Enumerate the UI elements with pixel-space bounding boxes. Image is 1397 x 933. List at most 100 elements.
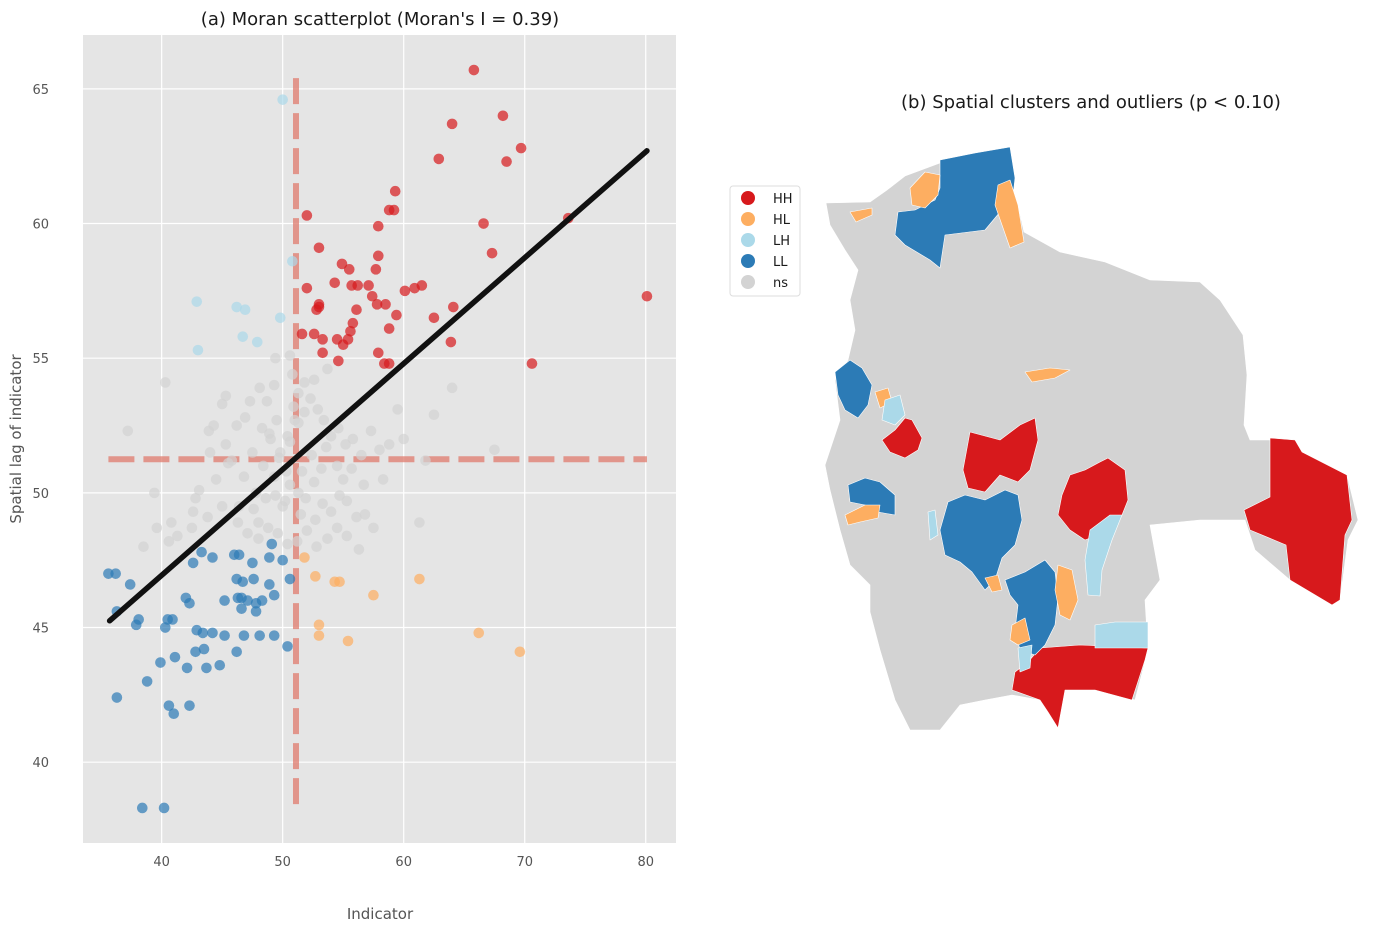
- scatter-point-lh: [251, 336, 263, 348]
- scatter-point-lh: [191, 296, 203, 307]
- scatter-point-ns: [351, 511, 362, 523]
- scatter-point-lh: [274, 312, 286, 324]
- scatter-point-ll: [158, 802, 170, 814]
- scatter-point-lh: [277, 94, 288, 105]
- scatter-point-lh: [192, 344, 204, 356]
- scatter-point-ns: [489, 444, 500, 456]
- map-region-lh-south: [1017, 644, 1033, 673]
- scatter-point-ns: [284, 350, 296, 361]
- scatter-point-ns: [288, 401, 299, 412]
- scatter-point-ll: [282, 641, 293, 652]
- map-region-hl-west: [844, 504, 881, 526]
- x-axis-label: Indicator: [347, 905, 414, 923]
- scatter-point-ll: [167, 614, 178, 625]
- scatter-point-ns: [238, 471, 250, 483]
- scatter-point-ns: [377, 474, 389, 485]
- scatter-point-ll: [268, 589, 280, 601]
- regression-line-group: [106, 148, 650, 624]
- scatter-point-ns: [374, 444, 385, 456]
- scatter-point-ns: [299, 377, 310, 388]
- scatter-point-hh: [337, 339, 349, 351]
- scatter-point-ns: [300, 492, 311, 504]
- map-region-hh-east: [1243, 437, 1353, 606]
- map-region-hh-south: [1011, 644, 1149, 729]
- legend-label-ll: LL: [773, 255, 788, 270]
- scatter-point-hh: [383, 323, 395, 334]
- scatter-point-ll: [190, 646, 201, 658]
- scatter-point-ns: [331, 522, 343, 534]
- scatter-point-ns: [204, 447, 216, 458]
- legend-entry-lh: LH: [741, 233, 790, 249]
- scatter-plot-area: [83, 35, 676, 843]
- scatter-point-ns: [216, 398, 228, 410]
- scatter-point-ll: [233, 549, 245, 561]
- scatter-point-hh: [526, 358, 538, 369]
- regression-line: [106, 148, 650, 624]
- scatter-point-hh: [416, 280, 428, 291]
- scatter-point-ns: [193, 484, 205, 496]
- scatter-point-ll: [236, 603, 247, 614]
- scatter-point-ll: [187, 557, 199, 569]
- scatter-point-ns: [293, 487, 304, 499]
- scatter-point-hh: [343, 264, 355, 275]
- scatter-point-ns: [253, 533, 264, 544]
- scatter-point-hh: [371, 299, 383, 310]
- scatter-point-ll: [163, 700, 175, 711]
- scatter-point-hl: [313, 619, 325, 631]
- legend-label-lh: LH: [773, 234, 790, 249]
- scatter-point-lh: [287, 255, 298, 267]
- scatter-point-hh: [399, 285, 411, 297]
- scatter-point-ns: [220, 439, 232, 450]
- legend-swatch-hl: [741, 212, 755, 226]
- map-region-lh-west: [881, 394, 906, 426]
- scatter-point-hh: [497, 110, 509, 122]
- scatter-point-hh: [313, 242, 325, 254]
- scatter-point-hl: [368, 589, 379, 601]
- scatter-point-lh: [237, 331, 249, 342]
- scatter-point-ns: [340, 439, 351, 450]
- y-tick-label: 45: [32, 622, 49, 637]
- scatter-point-ll: [242, 595, 253, 606]
- scatter-point-ns: [273, 452, 285, 464]
- scatter-point-ll: [201, 662, 212, 674]
- scatter-point-ns: [172, 530, 183, 542]
- scatter-point-ns: [186, 522, 198, 534]
- scatter-point-ns: [264, 428, 275, 439]
- scatter-point-ns: [151, 522, 163, 534]
- scatter-point-hh: [641, 290, 653, 302]
- scatter-point-ll: [184, 597, 195, 609]
- scatter-point-ns: [256, 422, 268, 434]
- scatter-title: (a) Moran scatterplot (Moran's I = 0.39): [201, 9, 559, 30]
- scatter-point-ns: [122, 425, 134, 437]
- scatter-point-hl: [334, 576, 345, 588]
- map-region-ns: [824, 149, 1359, 731]
- map-region-hl-north-2: [994, 179, 1025, 249]
- scatter-point-ns: [365, 425, 377, 437]
- y-tick-label: 50: [32, 487, 49, 502]
- scatter-point-hh: [352, 280, 364, 291]
- scatter-point-ll: [231, 646, 242, 658]
- scatter-point-ns: [210, 474, 222, 485]
- scatter-gridlines: [83, 35, 676, 843]
- scatter-point-ns: [247, 447, 258, 458]
- scatter-point-ns: [216, 501, 228, 512]
- scatter-point-ns: [325, 506, 337, 518]
- legend-entry-hl: HL: [741, 212, 791, 228]
- cluster-map-panel: (b) Spatial clusters and outliers (p < 0…: [729, 92, 1359, 731]
- map-region-lh-center-east: [1084, 514, 1123, 597]
- scatter-point-hh: [317, 334, 328, 345]
- scatter-point-ll: [207, 552, 218, 563]
- scatter-point-ll: [198, 643, 210, 655]
- scatter-point-hh: [486, 247, 498, 259]
- scatter-point-ll: [137, 802, 148, 814]
- legend-entry-ll: LL: [741, 254, 788, 270]
- y-tick-label: 65: [32, 83, 49, 98]
- scatter-point-ns: [272, 527, 284, 539]
- scatter-point-ns: [301, 525, 313, 536]
- scatter-point-hh: [311, 304, 322, 316]
- scatter-point-hl: [310, 571, 321, 582]
- y-tick-label: 40: [32, 756, 49, 771]
- scatter-point-hh: [372, 347, 384, 359]
- scatter-point-ns: [428, 409, 440, 421]
- scatter-point-ns: [293, 387, 304, 399]
